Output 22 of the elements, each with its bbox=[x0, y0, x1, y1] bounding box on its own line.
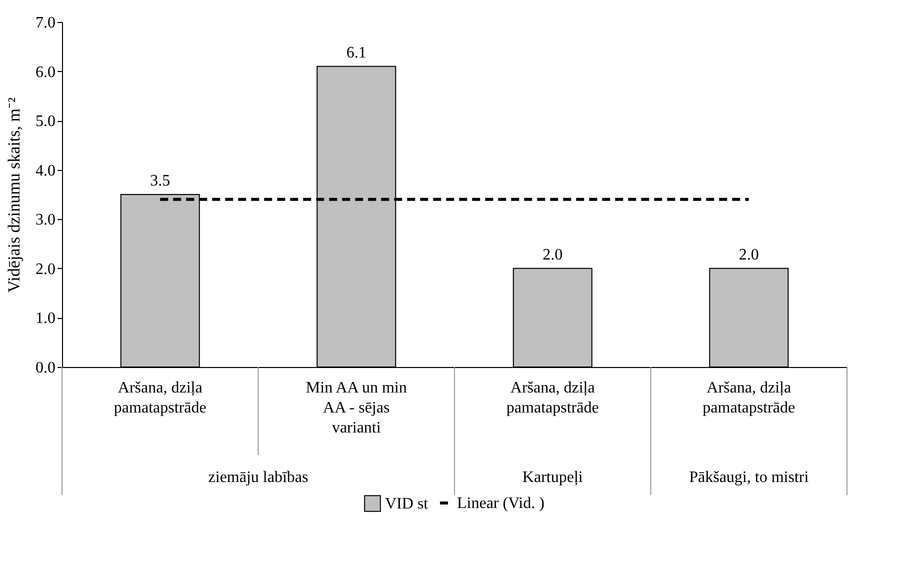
data-label: 2.0 bbox=[542, 246, 563, 264]
data-label: 6.1 bbox=[346, 44, 366, 62]
x-tick-label: Aršana, dziļa pamatapstrāde bbox=[702, 380, 796, 416]
x-tick-label: Min AA un min AA - sējas varianti bbox=[306, 380, 407, 436]
text: ziemāju labības bbox=[208, 469, 308, 486]
data-label: 2.0 bbox=[738, 246, 759, 264]
legend-label: VID st bbox=[385, 496, 429, 512]
y-tick-label: 0.0 bbox=[36, 360, 56, 376]
y-axis-title: Vidējais dzinumu skaits, m⁻² bbox=[4, 97, 24, 293]
legend-label: Linear (Vid. ) bbox=[457, 495, 544, 512]
y-tick-label: 5.0 bbox=[36, 113, 56, 130]
y-tick-label: 7.0 bbox=[36, 14, 56, 32]
y-tick-label: 2.0 bbox=[36, 260, 56, 278]
y-tick-label: 4.0 bbox=[36, 162, 56, 180]
text: Kartupeļi bbox=[522, 469, 584, 486]
x-tick-label: Aršana, dziļa pamatapstrāde bbox=[506, 380, 599, 416]
x-tick-label: Aršana, dziļa pamatapstrāde bbox=[114, 380, 206, 416]
y-tick-label: 6.0 bbox=[36, 64, 56, 81]
text: Pākšaugi, to mistri bbox=[689, 469, 810, 486]
data-label: 3.5 bbox=[150, 172, 170, 190]
y-tick-label: 1.0 bbox=[36, 310, 56, 328]
y-tick-label: 3.0 bbox=[36, 212, 56, 229]
